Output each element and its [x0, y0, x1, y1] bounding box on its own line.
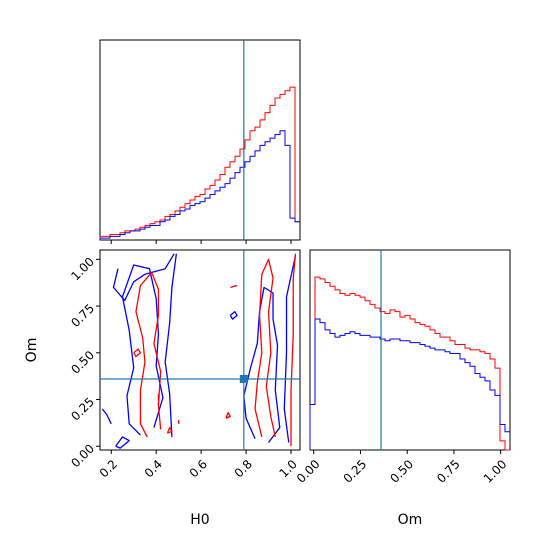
h0-histogram-ticks	[110, 240, 292, 244]
contour-line-0	[121, 264, 164, 436]
om-y-tick-label-3: 0.75	[68, 301, 97, 330]
contour-line-4	[283, 255, 297, 443]
om-x-tick-label-1: 0.25	[341, 457, 370, 486]
om-hist-blue-series	[309, 318, 510, 450]
om-y-tick-label-4: 1.00	[68, 255, 97, 284]
contour-line-13	[225, 411, 231, 419]
om-hist-red-series	[309, 276, 510, 451]
om-x-tick-label-4: 1.00	[481, 457, 510, 486]
om-y-tick-label-2: 0.50	[68, 348, 97, 377]
h0-hist-red-series	[99, 86, 300, 240]
om-x-tick-label-3: 0.75	[434, 457, 463, 486]
contour-ticks: 0.2 0.4 0.6 0.8 1.00.000.250.500.751.00	[68, 255, 300, 481]
om-y-tick-label-0: 0.00	[68, 441, 97, 470]
contour-line-14	[230, 284, 238, 289]
contour-line-1	[112, 253, 175, 302]
h0-histogram-panel	[99, 39, 301, 244]
contour-line-7	[229, 311, 238, 320]
contour-line-10	[290, 253, 297, 447]
contour-line-3	[243, 286, 281, 443]
om-x-tick-label-0: 0.00	[294, 457, 323, 486]
contour-line-9	[254, 258, 276, 438]
om-histogram-ticks: 0.00 0.25 0.50 0.75 1.00	[294, 450, 510, 486]
y-axis-label-om: Om	[24, 338, 40, 363]
h0-tick-label-1: 0.4	[142, 457, 165, 480]
h0-om-contour-panel: 0.2 0.4 0.6 0.8 1.00.000.250.500.751.00	[68, 249, 301, 481]
h0-tick-label-2: 0.6	[187, 457, 210, 480]
contour-line-11	[133, 348, 142, 358]
x-axis-label-om: Om	[398, 512, 423, 528]
om-histogram-frame	[309, 249, 511, 451]
om-x-tick-label-2: 0.50	[387, 457, 416, 486]
om-histogram-panel: 0.00 0.25 0.50 0.75 1.00	[294, 249, 511, 486]
truth-marker	[239, 374, 248, 383]
contour-frame	[99, 249, 301, 451]
h0-hist-blue-series	[99, 130, 300, 240]
h0-tick-label-0: 0.2	[97, 457, 120, 480]
om-histogram-content	[309, 250, 510, 451]
om-y-tick-label-1: 0.25	[68, 395, 97, 424]
contour-line-5	[115, 436, 130, 449]
x-axis-label-h0: H0	[190, 512, 209, 528]
contour-content	[100, 250, 300, 450]
contour-line-8	[135, 271, 162, 438]
contour-line-6	[101, 408, 112, 425]
contour-line-12	[166, 426, 173, 434]
h0-histogram-content	[99, 40, 300, 240]
h0-histogram-frame	[99, 39, 301, 241]
h0-tick-label-3: 0.8	[232, 457, 255, 480]
contour-line-2	[164, 253, 178, 437]
